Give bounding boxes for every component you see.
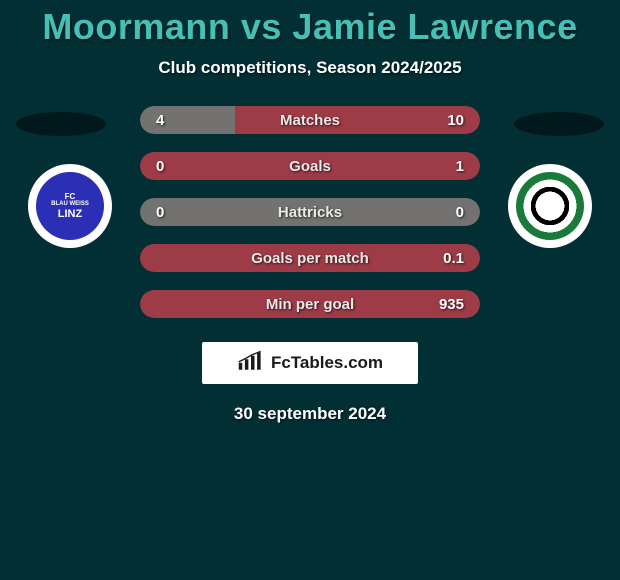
club-badge-right-inner [516, 172, 584, 240]
stat-value-right: 0 [456, 204, 464, 221]
date-text: 30 september 2024 [0, 404, 620, 424]
badge-left-line3: LINZ [58, 209, 82, 220]
stat-label: Min per goal [140, 296, 480, 313]
stat-label: Goals [140, 158, 480, 175]
badge-left-line1: FC [65, 193, 76, 201]
stat-row: Min per goal935 [140, 290, 480, 318]
club-badge-left-inner: FC BLAU WEISS LINZ [36, 172, 104, 240]
stat-row: 0Hattricks0 [140, 198, 480, 226]
stat-rows: 4Matches100Goals10Hattricks0Goals per ma… [140, 106, 480, 318]
avatar-shadow-left [16, 112, 106, 136]
stat-row: 4Matches10 [140, 106, 480, 134]
stat-value-right: 1 [456, 158, 464, 175]
stat-row: Goals per match0.1 [140, 244, 480, 272]
brand-text: FcTables.com [271, 353, 383, 373]
club-badge-left: FC BLAU WEISS LINZ [28, 164, 112, 248]
bar-chart-icon [237, 350, 265, 377]
page-title: Moormann vs Jamie Lawrence [0, 0, 620, 48]
stat-value-right: 935 [439, 296, 464, 313]
comparison-card: Moormann vs Jamie Lawrence Club competit… [0, 0, 620, 424]
brand-banner: FcTables.com [202, 342, 418, 384]
avatar-shadow-right [514, 112, 604, 136]
comparison-arena: FC BLAU WEISS LINZ 4Matches100Goals10Hat… [0, 106, 620, 318]
club-badge-right [508, 164, 592, 248]
subtitle: Club competitions, Season 2024/2025 [0, 58, 620, 78]
stat-value-right: 10 [447, 112, 464, 129]
stat-label: Hattricks [140, 204, 480, 221]
badge-left-line2: BLAU WEISS [51, 201, 89, 207]
stat-label: Goals per match [140, 250, 480, 267]
stat-label: Matches [140, 112, 480, 129]
stat-row: 0Goals1 [140, 152, 480, 180]
stat-value-right: 0.1 [443, 250, 464, 267]
